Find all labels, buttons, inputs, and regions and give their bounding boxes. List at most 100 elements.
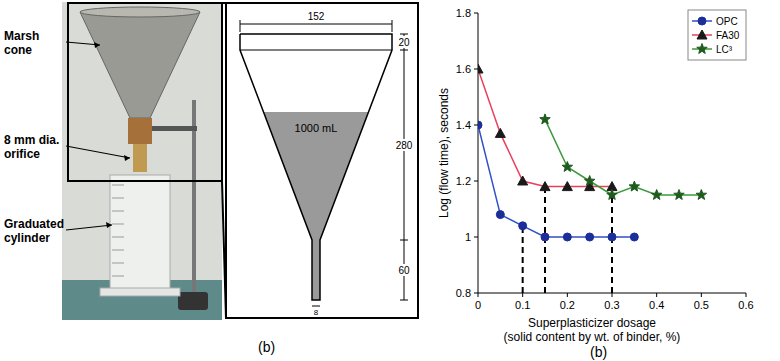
photo-cylinder	[110, 175, 170, 290]
photo-label: cylinder	[4, 231, 50, 245]
stand-foot	[178, 292, 208, 310]
dimension-label: 20	[398, 37, 410, 48]
drawing-frame	[226, 3, 418, 318]
y-tick	[474, 237, 478, 238]
caption: (b)	[258, 339, 275, 355]
photo-graduation	[112, 263, 124, 264]
photo-cone-rim	[80, 7, 200, 17]
series-marker	[478, 64, 483, 73]
y-tick-label: 1.2	[456, 175, 471, 187]
photo-valve	[128, 118, 152, 144]
dimension-line	[312, 306, 320, 307]
series-marker	[540, 182, 550, 191]
series-marker	[519, 222, 527, 230]
photo-background	[62, 2, 222, 320]
y-tick	[474, 125, 478, 126]
liquid	[263, 112, 368, 300]
legend-label: LC³	[716, 44, 733, 55]
dimension-tick	[240, 20, 241, 32]
series-marker	[674, 190, 684, 200]
figure: Marshcone 8 mm dia.orifice Graduatedcylind…	[0, 0, 780, 361]
drop-line	[522, 226, 524, 293]
legend-marker	[697, 30, 707, 39]
dimension-line	[404, 34, 405, 300]
label-arrowhead	[106, 222, 112, 228]
y-tick-label: 1.8	[456, 7, 471, 19]
photo-label: cone	[4, 43, 32, 57]
x-tick	[701, 293, 702, 297]
volume-label: 1000 mL	[295, 122, 338, 134]
y-tick-label: 1	[465, 231, 471, 243]
series-line	[545, 119, 701, 195]
series-marker	[651, 190, 661, 200]
chart: 0.811.21.41.61.800.10.20.30.40.50.6Log (…	[437, 7, 754, 344]
photo-graduation	[112, 185, 124, 186]
x-axis-label: Superplasticizer dosage	[528, 316, 656, 330]
y-tick	[474, 293, 478, 294]
y-tick	[474, 13, 478, 14]
y-tick	[474, 181, 478, 182]
photo-graduation	[112, 224, 124, 225]
series-marker	[630, 233, 638, 241]
series-marker	[518, 176, 528, 185]
series-marker	[495, 128, 505, 137]
series-marker	[586, 233, 594, 241]
label-arrow	[66, 225, 112, 230]
y-axis	[478, 13, 479, 293]
y-tick-label: 0.8	[456, 287, 471, 299]
dimension-label: 60	[398, 265, 410, 276]
y-axis-label: Log (flow time), seconds	[437, 88, 451, 218]
x-tick-label: 0	[475, 299, 481, 311]
photo-label: Marsh	[4, 29, 39, 43]
legend-marker	[697, 44, 707, 54]
dimension-tick	[392, 20, 393, 32]
series-marker	[696, 190, 706, 200]
cone-outline	[240, 34, 392, 300]
photo-label: 8 mm dia.	[4, 133, 59, 147]
photo-cone	[80, 12, 200, 118]
series-marker	[540, 114, 550, 124]
plot-area	[478, 64, 707, 293]
dimension-label: 152	[308, 11, 325, 22]
photo-label: Graduated	[4, 217, 64, 231]
series-marker	[541, 233, 549, 241]
dimension-line	[240, 24, 392, 25]
dimension-label: 280	[396, 140, 413, 151]
dimension-label-bg	[395, 264, 413, 276]
photo-orifice	[133, 144, 147, 172]
x-tick-label: 0.5	[694, 299, 709, 311]
cone-drawing: 1000 mL 152 20 280 60 8	[226, 3, 418, 318]
legend-label: OPC	[716, 16, 738, 27]
series-marker	[562, 182, 572, 191]
caption: (b)	[590, 344, 607, 360]
series-marker	[563, 233, 571, 241]
photo-label: orifice	[4, 147, 40, 161]
photo-graduation	[112, 237, 124, 238]
label-arrowhead	[124, 155, 130, 161]
x-tick	[478, 293, 479, 297]
photo-graduation	[112, 276, 124, 277]
x-tick	[567, 293, 568, 297]
x-tick-label: 0.1	[515, 299, 530, 311]
x-tick-label: 0.6	[738, 299, 753, 311]
x-tick	[746, 293, 747, 297]
photo-graduation	[112, 250, 124, 251]
photo-clamp	[152, 126, 197, 131]
rim-line	[240, 50, 392, 51]
y-tick	[474, 69, 478, 70]
series-marker	[496, 211, 504, 219]
x-tick	[656, 293, 657, 297]
series-marker	[608, 233, 616, 241]
legend-label: FA30	[716, 30, 740, 41]
photo-graduation	[112, 211, 124, 212]
series-marker	[607, 190, 617, 200]
legend: OPC FA30 LC³	[688, 10, 746, 60]
series-marker	[629, 181, 639, 191]
dimension-label: 8	[314, 308, 319, 317]
photo-graduation	[112, 198, 124, 199]
y-tick-label: 1.6	[456, 63, 471, 75]
label-arrowhead	[94, 42, 100, 48]
x-tick	[612, 293, 613, 297]
dimension-label-bg	[395, 139, 413, 151]
zoom-frame	[68, 3, 222, 181]
